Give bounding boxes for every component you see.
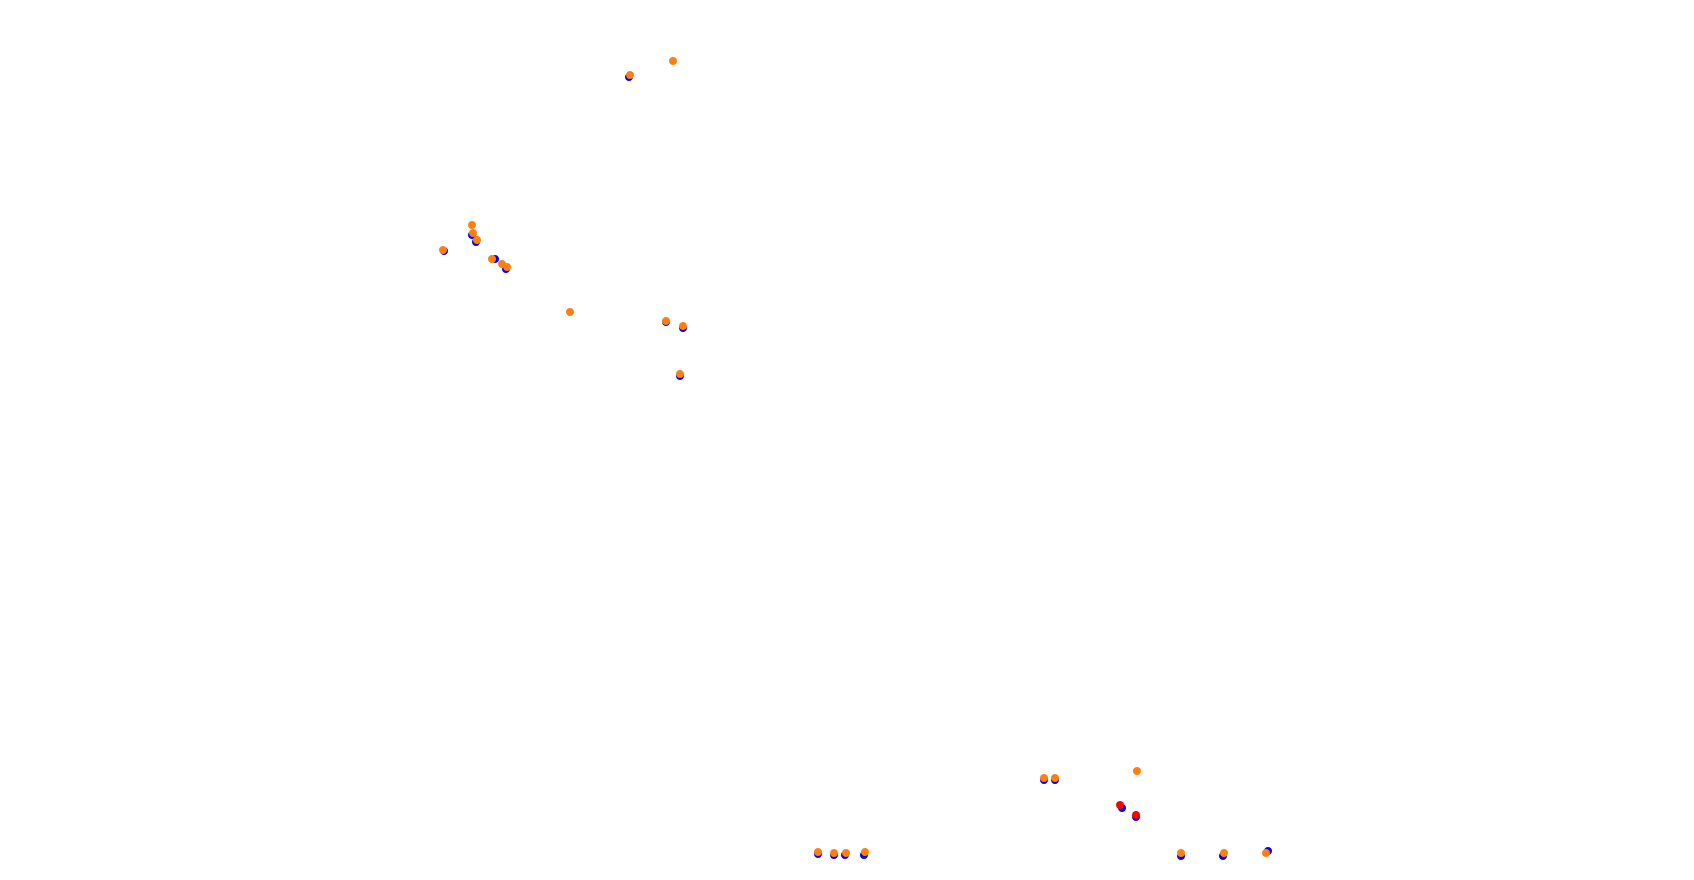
data-point xyxy=(1051,774,1059,782)
data-point xyxy=(679,322,687,330)
data-point xyxy=(468,221,476,229)
data-point xyxy=(662,317,670,325)
data-point xyxy=(626,71,634,79)
data-point xyxy=(439,246,447,254)
data-point xyxy=(830,849,838,857)
series-1 xyxy=(1116,801,1140,819)
data-point xyxy=(1116,801,1124,809)
data-point xyxy=(1132,811,1140,819)
data-point xyxy=(1220,849,1228,857)
points-layer xyxy=(439,57,1272,860)
data-point xyxy=(488,255,496,263)
series-0 xyxy=(440,73,1272,860)
data-point xyxy=(1040,774,1048,782)
data-point xyxy=(814,848,822,856)
data-point xyxy=(566,308,574,316)
data-point xyxy=(842,849,850,857)
data-point xyxy=(1133,767,1141,775)
data-point xyxy=(669,57,677,65)
series-2 xyxy=(439,57,1270,857)
data-point xyxy=(473,236,481,244)
data-point xyxy=(676,370,684,378)
data-point xyxy=(1262,849,1270,857)
data-point xyxy=(861,848,869,856)
data-point xyxy=(503,263,511,271)
data-point xyxy=(1177,849,1185,857)
data-point xyxy=(469,229,477,237)
